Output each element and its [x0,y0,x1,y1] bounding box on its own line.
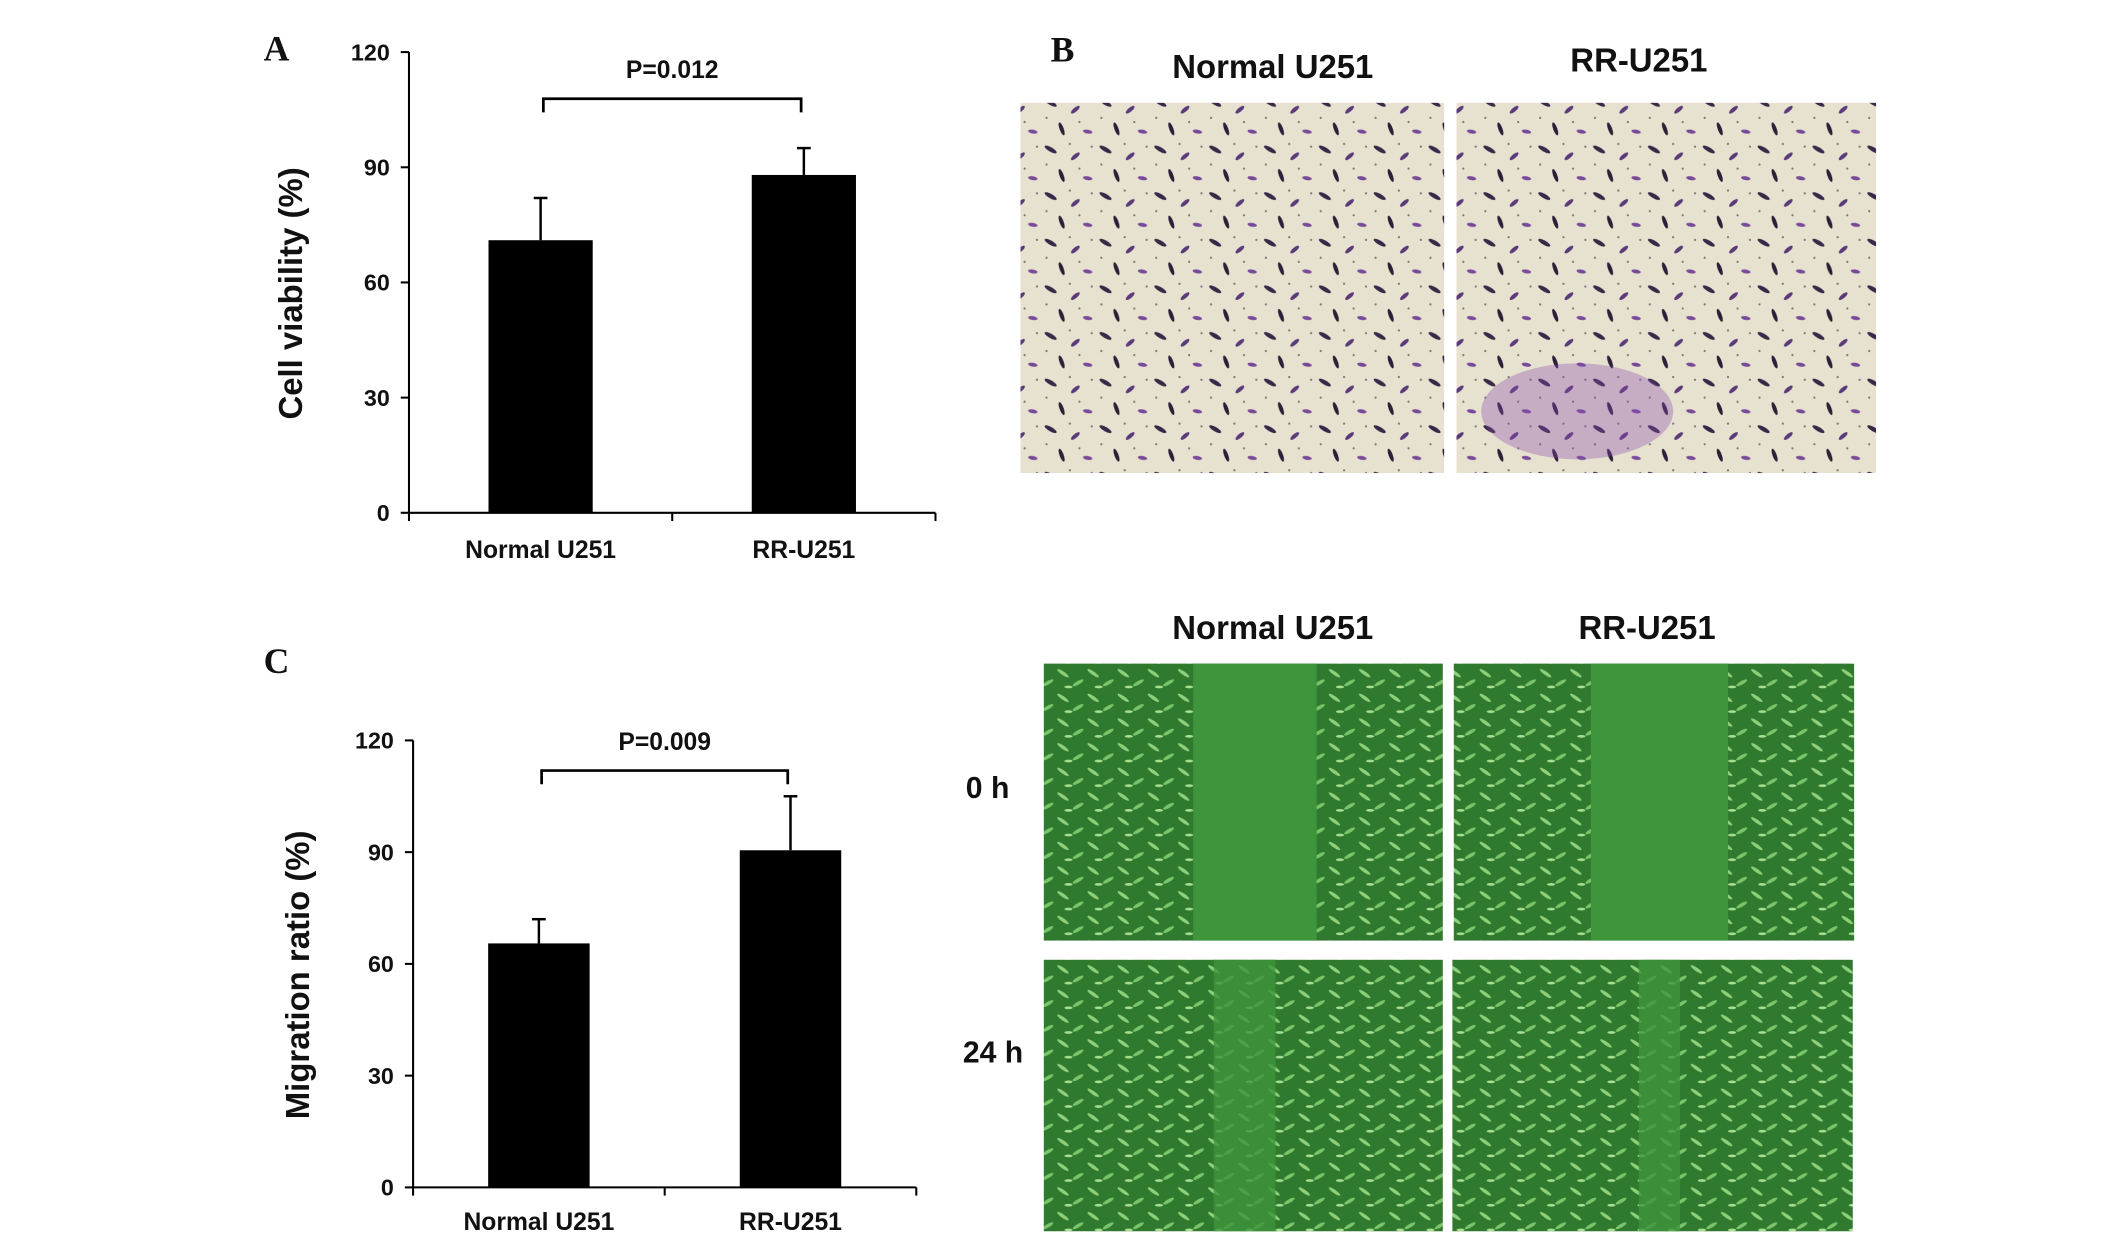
x-tick-label: RR-U251 [752,537,855,564]
bar [488,943,590,1188]
micrograph [1043,663,1855,1232]
panel-label: A [264,28,290,68]
image-header: RR-U251 [1570,41,1707,78]
stain [1481,363,1674,460]
bar [751,174,856,513]
micrograph [1020,102,1445,474]
x-tick-label: Normal U251 [465,537,616,564]
error-bar [797,146,811,175]
error-bar [783,795,798,851]
y-tick-label: 0 [381,1175,394,1201]
bar [739,850,842,1188]
row-label: 0 h [966,772,1010,805]
panel-label: B [1051,30,1075,70]
y-tick-label: 60 [368,951,394,977]
image-header: RR-U251 [1579,609,1716,646]
error-bar [533,196,548,241]
y-tick-label: 120 [351,39,390,65]
x-tick-label: RR-U251 [739,1209,842,1234]
annotation: P=0.012 [626,57,719,84]
significance-bracket [540,769,790,785]
row-label: 24 h [963,1037,1023,1070]
image-header: Normal U251 [1172,48,1373,85]
x-tick-label: Normal U251 [463,1209,614,1234]
y-tick-label: 120 [355,728,394,754]
y-tick-label: 90 [364,155,390,181]
significance-bracket [541,97,803,113]
y-tick-label: 30 [368,1063,394,1089]
y-tick-label: 30 [364,385,390,411]
image-header: Normal U251 [1172,609,1373,646]
panel-label: C [264,641,290,681]
annotation: P=0.009 [618,729,711,756]
error-bar [532,917,546,944]
y-axis-label: Cell viability (%) [272,167,309,419]
micrograph [1456,102,1877,474]
y-tick-label: 60 [364,270,390,296]
y-tick-label: 90 [368,839,394,865]
bar [488,240,593,513]
y-tick-label: 0 [377,500,390,526]
y-axis-label: Migration ratio (%) [279,831,316,1120]
